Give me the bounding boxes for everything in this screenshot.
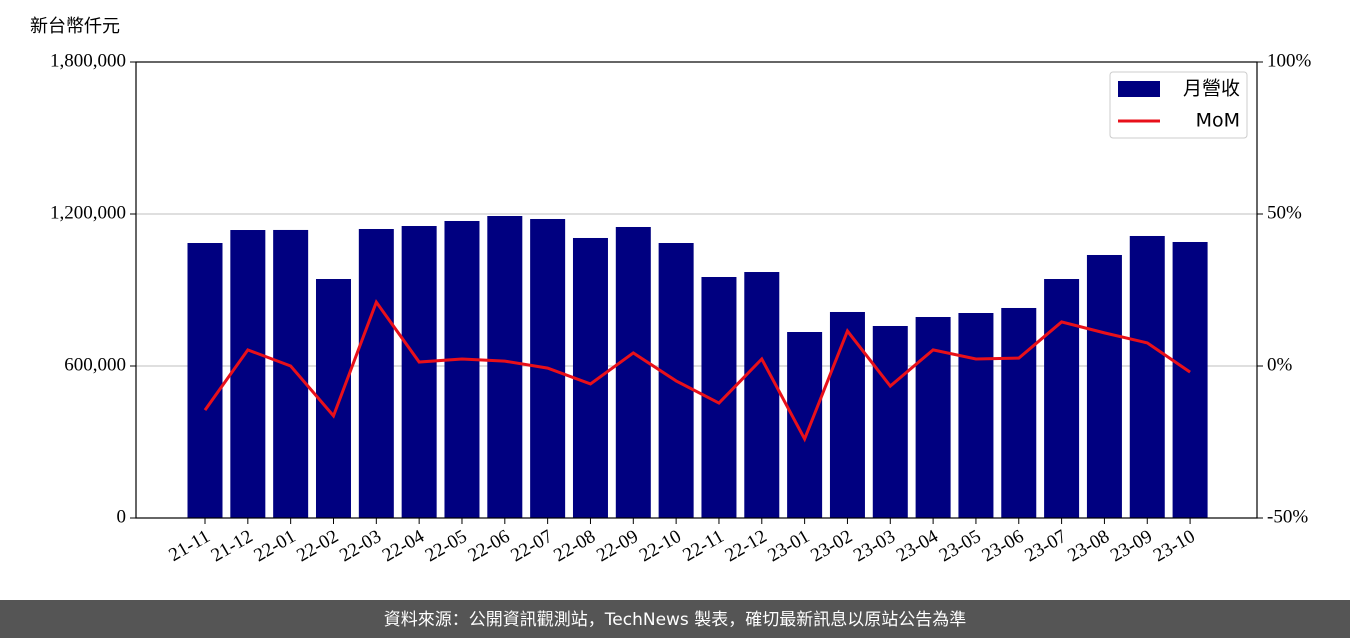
legend-label: MoM (1196, 110, 1240, 132)
bar (487, 216, 523, 518)
bar (187, 243, 223, 519)
bar (230, 230, 266, 518)
y2-tick-label: 100% (1267, 50, 1312, 71)
footer-bar (0, 600, 1350, 638)
bar (915, 317, 951, 518)
bar (1172, 241, 1208, 518)
y-tick-label: 0 (117, 506, 127, 527)
legend-swatch (1118, 81, 1160, 97)
bar (872, 325, 908, 518)
bar (1044, 279, 1080, 518)
y2-tick-label: -50% (1267, 506, 1308, 527)
legend-label: 月營收 (1183, 78, 1240, 100)
bar (1086, 254, 1122, 519)
bar (315, 279, 351, 518)
y2-tick-label: 50% (1267, 202, 1302, 223)
bar (444, 220, 480, 518)
bar (572, 237, 608, 518)
bar (829, 311, 865, 518)
y-tick-label: 1,800,000 (50, 50, 126, 71)
bar (1129, 235, 1165, 519)
y-tick-label: 600,000 (64, 354, 126, 375)
bar (358, 228, 394, 519)
bar (744, 272, 780, 518)
plot-frame (135, 61, 1258, 519)
bar (787, 332, 823, 518)
y-tick-label: 1,200,000 (50, 202, 126, 223)
bar (1001, 307, 1037, 518)
y-axis-label: 新台幣仟元 (30, 16, 120, 37)
line (203, 299, 1191, 443)
footer: 資料來源：公開資訊觀測站，TechNews 製表，確切最新訊息以原站公告為準 (384, 610, 966, 630)
y2-tick-label: 0% (1267, 354, 1293, 375)
bar (401, 226, 437, 518)
bar (615, 226, 651, 518)
bar (958, 313, 994, 518)
bar (273, 229, 309, 518)
